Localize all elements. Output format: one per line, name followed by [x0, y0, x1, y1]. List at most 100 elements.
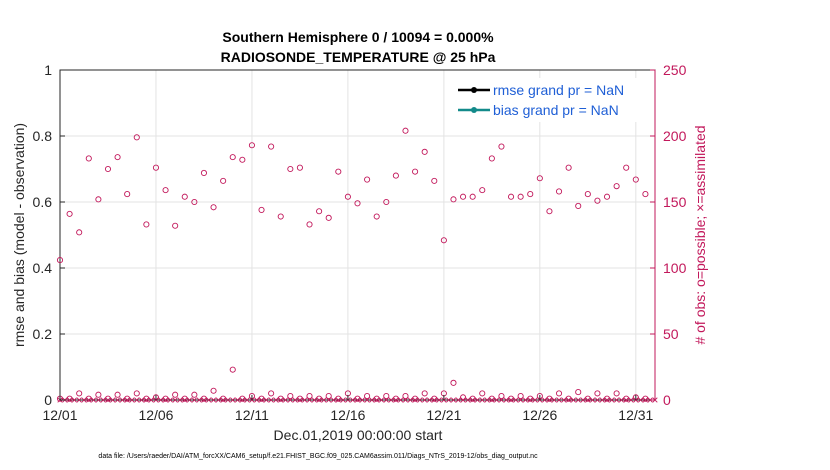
- x-tick-label: 12/21: [426, 407, 461, 423]
- possible-obs-point: [412, 168, 419, 175]
- assimilated-obs-point: [527, 397, 533, 403]
- possible-obs-point: [440, 237, 447, 244]
- possible-obs-point: [239, 156, 246, 163]
- possible-obs-point: [66, 210, 73, 217]
- assimilated-obs-point: [278, 397, 284, 403]
- possible-obs-point: [152, 164, 160, 171]
- possible-obs-point: [575, 389, 582, 396]
- possible-obs-point: [335, 168, 342, 175]
- assimilated-obs-point: [143, 397, 149, 403]
- assimilated-obs-point: [95, 397, 102, 403]
- legend-rmse-label: rmse grand pr = NaN: [493, 82, 624, 98]
- assimilated-obs-point: [340, 397, 346, 403]
- possible-obs-point: [517, 193, 524, 200]
- assimilated-obs-point: [637, 397, 644, 403]
- possible-obs-point: [287, 165, 294, 173]
- possible-obs-point: [316, 208, 323, 215]
- possible-obs-point: [373, 395, 380, 402]
- possible-obs-point: [306, 392, 313, 400]
- assimilated-obs-point: [422, 397, 428, 403]
- assimilated-obs-point: [383, 397, 389, 403]
- possible-obs-point: [181, 193, 188, 200]
- possible-obs-point: [373, 213, 380, 220]
- assimilated-obs-point: [407, 397, 413, 403]
- assimilated-obs-point: [350, 397, 356, 403]
- possible-obs-point: [498, 392, 505, 400]
- chart-title: Southern Hemisphere 0 / 10094 = 0.000%: [222, 29, 494, 45]
- possible-obs-point: [143, 395, 150, 402]
- assimilated-obs-point: [263, 397, 269, 403]
- possible-obs-point: [498, 143, 505, 150]
- assimilated-obs-point: [431, 397, 437, 403]
- y2-axis-ticks: 0 50 100 150 200 250: [650, 62, 687, 408]
- assimilated-obs-point: [494, 397, 500, 403]
- assimilated-obs-point: [230, 397, 236, 403]
- y-tick-label: 0.2: [33, 326, 53, 342]
- assimilated-obs-point: [90, 397, 97, 403]
- possible-obs-point: [162, 395, 169, 402]
- possible-obs-point: [287, 392, 294, 400]
- possible-obs-point: [565, 395, 572, 402]
- assimilated-obs-series: [57, 397, 658, 403]
- possible-obs-point: [85, 155, 92, 162]
- possible-obs-point: [536, 175, 543, 182]
- assimilated-obs-point: [575, 397, 581, 403]
- possible-obs-point: [402, 392, 409, 400]
- possible-obs-point: [210, 387, 217, 394]
- assimilated-obs-point: [287, 397, 293, 403]
- possible-obs-point: [316, 395, 323, 402]
- assimilated-obs-point: [474, 397, 481, 403]
- possible-obs-upper-series: [56, 127, 649, 264]
- possible-obs-point: [402, 127, 409, 134]
- y-tick-label: 0: [44, 392, 52, 408]
- y2-axis-label: # of obs: o=possible; ×=assimilated: [692, 125, 708, 344]
- assimilated-obs-point: [81, 397, 87, 403]
- assimilated-obs-point: [114, 397, 121, 403]
- y-axis-label: rmse and bias (model - observation): [11, 123, 27, 347]
- assimilated-obs-point: [556, 397, 562, 403]
- assimilated-obs-point: [321, 397, 327, 403]
- possible-obs-point: [421, 390, 428, 397]
- possible-obs-point: [507, 395, 515, 402]
- possible-obs-point: [143, 221, 150, 228]
- possible-obs-point: [555, 188, 563, 195]
- assimilated-obs-point: [498, 397, 505, 403]
- assimilated-obs-point: [86, 397, 92, 403]
- possible-obs-point: [124, 191, 131, 198]
- assimilated-obs-point: [566, 397, 572, 403]
- assimilated-obs-point: [148, 397, 154, 403]
- possible-obs-point: [335, 395, 342, 402]
- possible-obs-point: [613, 183, 620, 190]
- possible-obs-point: [584, 395, 591, 402]
- x-tick-label: 12/31: [618, 407, 653, 423]
- assimilated-obs-point: [417, 397, 423, 403]
- possible-obs-point: [162, 187, 169, 194]
- possible-obs-point: [479, 390, 486, 397]
- assimilated-obs-point: [503, 397, 509, 403]
- possible-obs-point: [124, 395, 131, 402]
- assimilated-obs-point: [182, 397, 188, 403]
- assimilated-obs-point: [330, 397, 337, 403]
- assimilated-obs-point: [110, 397, 116, 403]
- possible-obs-point: [546, 208, 553, 215]
- assimilated-obs-point: [465, 397, 471, 403]
- chart-subtitle: RADIOSONDE_TEMPERATURE @ 25 hPa: [221, 49, 496, 65]
- possible-obs-point: [248, 142, 255, 149]
- assimilated-obs-point: [71, 397, 78, 403]
- possible-obs-point: [114, 154, 121, 161]
- possible-obs-point: [392, 172, 399, 179]
- possible-obs-point: [450, 196, 457, 203]
- y2-tick-label: 0: [663, 392, 671, 408]
- possible-obs-point: [181, 395, 188, 402]
- assimilated-obs-point: [628, 397, 634, 403]
- possible-obs-point: [603, 395, 611, 402]
- possible-obs-point: [344, 193, 351, 200]
- possible-obs-point: [239, 395, 246, 402]
- possible-obs-point: [296, 395, 303, 402]
- possible-obs-point: [603, 193, 611, 200]
- possible-obs-point: [431, 177, 438, 184]
- y-tick-label: 0.6: [33, 194, 53, 210]
- assimilated-obs-point: [532, 397, 538, 403]
- possible-obs-point: [412, 395, 419, 402]
- possible-obs-point: [172, 391, 179, 398]
